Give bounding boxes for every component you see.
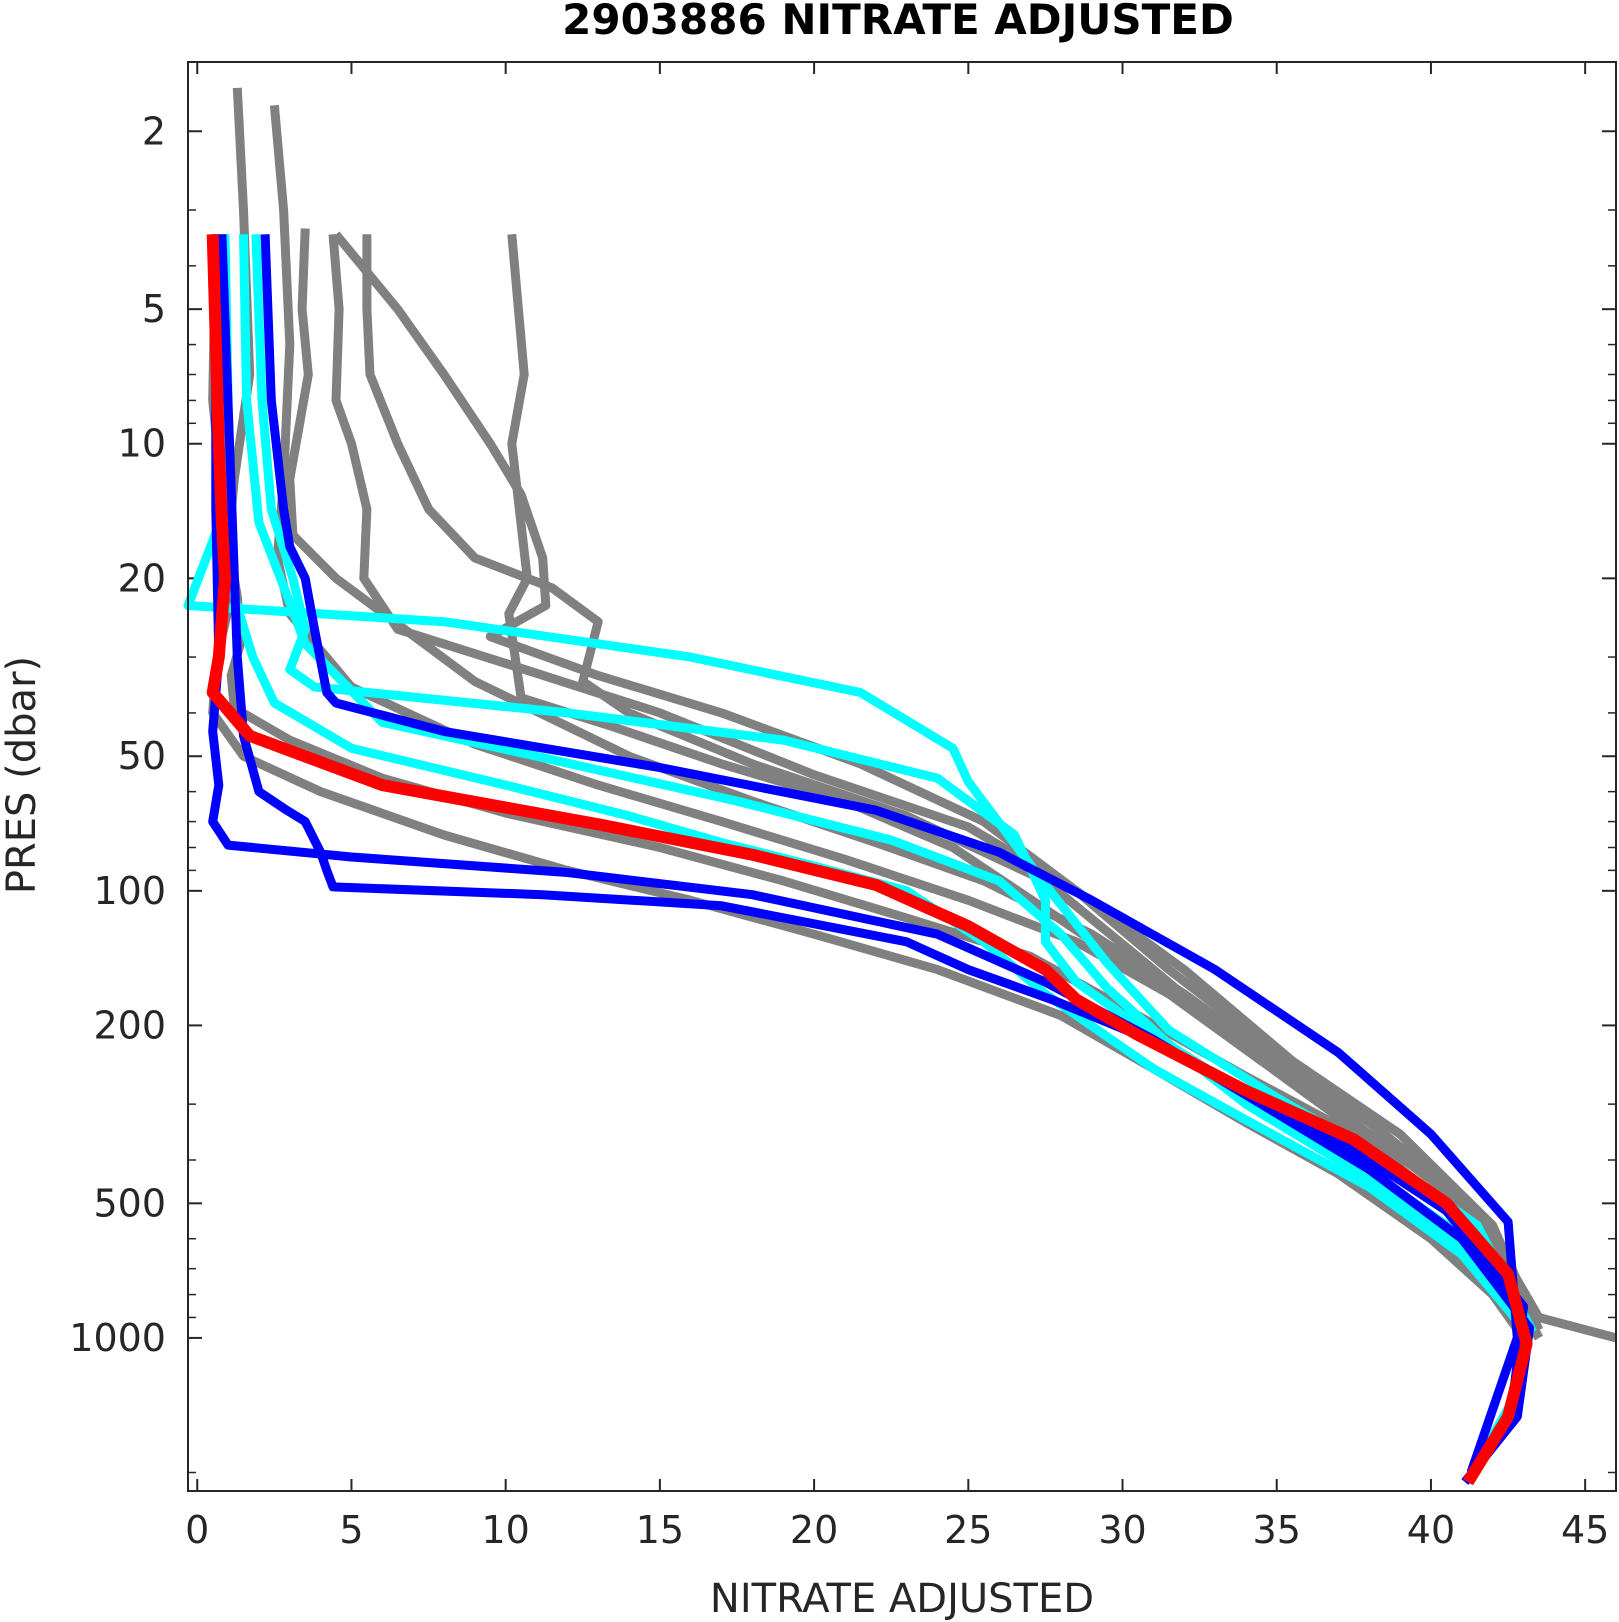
cyan-profile-line-9 [239,234,1534,1341]
x-axis-label: NITRATE ADJUSTED [710,1576,1094,1622]
x-tick-label: 35 [1253,1508,1301,1552]
y-axis-ticks: 2 5 10 20 50 100 200 500 1000 [69,109,1616,1474]
x-tick-label: 45 [1561,1508,1609,1552]
y-tick-label: 2 [142,109,166,153]
y-tick-label: 200 [93,1003,166,1047]
y-tick-label: 1000 [69,1316,166,1360]
x-tick-label: 25 [944,1508,992,1552]
y-tick-label: 5 [142,287,166,331]
x-tick-label: 0 [185,1508,209,1552]
blue-profile-line-12 [208,234,1535,1485]
axes-box [187,61,1617,1492]
x-tick-label: 15 [636,1508,684,1552]
x-tick-label: 40 [1407,1508,1455,1552]
y-tick-label: 100 [93,869,166,913]
x-tick-label: 10 [481,1508,529,1552]
y-tick-label: 500 [93,1181,166,1225]
y-tick-label: 20 [118,556,166,600]
y-tick-label: 50 [118,734,166,778]
gray-profile-line-5 [332,231,1543,1340]
gray-profile-line-3 [328,233,1544,1332]
x-tick-label: 20 [790,1508,838,1552]
y-axis-label: PRES (dbar) [0,656,45,894]
x-axis-ticks: 0 5 10 15 20 25 30 35 40 45 [185,62,1609,1552]
plot-area [183,87,1618,1486]
blue-profile-line-14 [217,234,1528,1485]
x-tick-label: 5 [339,1508,363,1552]
y-tick-label: 10 [118,422,166,466]
red-profile-line-15 [206,234,1533,1486]
x-tick-label: 30 [1098,1508,1146,1552]
cyan-profile-line-8 [214,234,1528,1465]
chart-title: 2903886 NITRATE ADJUSTED [562,0,1234,44]
blue-profile-line-13 [260,234,1522,1474]
